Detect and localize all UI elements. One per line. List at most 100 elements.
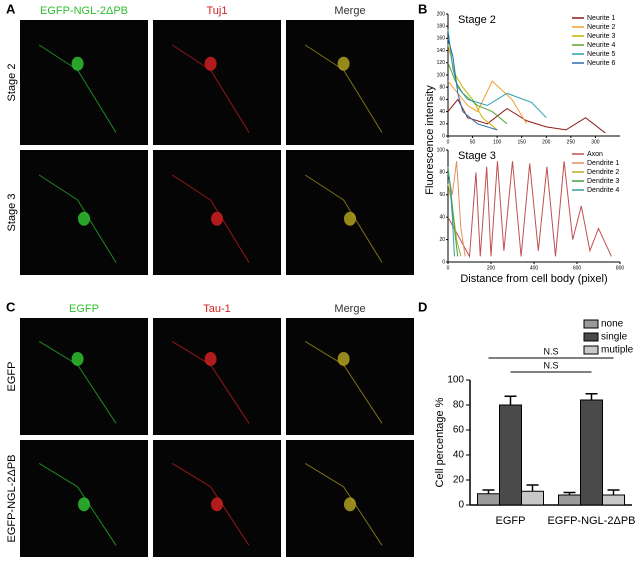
- y-tick-label: 200: [437, 11, 446, 17]
- legend-label: mutiple: [601, 345, 634, 356]
- neurite: [38, 44, 117, 133]
- y-tick-label: 0: [458, 500, 464, 511]
- legend-label: Neurite 6: [587, 60, 616, 67]
- neurite: [171, 174, 250, 263]
- legend-label: Axon: [587, 151, 603, 158]
- neurite: [304, 340, 383, 424]
- legend-label: Neurite 1: [587, 15, 616, 22]
- legend-label: Neurite 4: [587, 42, 616, 49]
- y-tick-label: 100: [437, 72, 446, 78]
- neurite: [304, 44, 383, 133]
- column-header: Merge: [334, 303, 365, 315]
- x-tick-label: 200: [487, 265, 496, 271]
- legend-label: Neurite 3: [587, 33, 616, 40]
- row-label: EGFP: [6, 362, 18, 392]
- panel-label: C: [6, 299, 16, 314]
- bar: [558, 494, 581, 506]
- micrograph: [153, 318, 281, 435]
- y-tick-label: 80: [439, 170, 445, 176]
- x-tick-label: 400: [530, 265, 539, 271]
- row-label: Stage 2: [6, 64, 18, 102]
- y-tick-label: 120: [437, 60, 446, 66]
- neurite: [38, 340, 117, 424]
- line-series: [447, 29, 547, 119]
- annotation: N.S: [543, 346, 558, 356]
- bar: [580, 399, 603, 506]
- error-bar: [585, 393, 598, 400]
- legend-label: Dendrite 3: [587, 178, 619, 185]
- panel-label: B: [418, 1, 427, 16]
- micrograph: [286, 20, 414, 145]
- y-tick-label: 20: [439, 237, 445, 243]
- column-header: EGFP: [69, 303, 99, 315]
- neurite: [38, 462, 117, 546]
- legend-label: Neurite 5: [587, 51, 616, 58]
- x-tick-label: EGFP: [496, 515, 526, 527]
- micrograph: [153, 20, 281, 145]
- y-tick-label: 20: [453, 475, 465, 486]
- x-tick-label: 150: [518, 139, 527, 145]
- cell-body: [337, 56, 350, 71]
- y-tick-label: 100: [447, 375, 464, 386]
- x-tick-label: 300: [591, 139, 600, 145]
- cell-body: [344, 497, 356, 512]
- chart-title: Stage 2: [458, 14, 496, 26]
- error-bar: [504, 395, 517, 405]
- legend-label: single: [601, 332, 628, 343]
- row-label: EGFP-NGL-2ΔPB: [6, 454, 18, 542]
- x-tick-label: 250: [567, 139, 576, 145]
- y-axis-label: Cell percentage %: [434, 397, 446, 487]
- annotation: N.S: [543, 360, 558, 370]
- neurite: [171, 44, 250, 133]
- x-tick-label: EGFP-NGL-2ΔPB: [547, 515, 635, 527]
- neurite: [171, 340, 250, 424]
- cell-body: [71, 56, 84, 71]
- legend-label: Neurite 2: [587, 24, 616, 31]
- micrograph: [286, 318, 414, 435]
- row-label: Stage 3: [6, 194, 18, 232]
- cell-body: [71, 351, 84, 366]
- x-tick-label: 200: [542, 139, 551, 145]
- cell-body: [344, 211, 356, 226]
- column-header: EGFP-NGL-2ΔPB: [40, 5, 128, 17]
- error-bar: [607, 489, 620, 495]
- y-tick-label: 60: [439, 192, 445, 198]
- line-series: [447, 98, 606, 134]
- legend-label: Dendrite 4: [587, 187, 619, 194]
- x-tick-label: 800: [616, 265, 625, 271]
- y-tick-label: 80: [439, 85, 445, 91]
- cell-body: [204, 56, 217, 71]
- legend-label: none: [601, 319, 624, 330]
- y-axis-label: Fluorescence intensity: [424, 85, 436, 195]
- neurite: [304, 174, 383, 263]
- x-tick-label: 600: [573, 265, 582, 271]
- x-tick-label: 100: [493, 139, 502, 145]
- y-tick-label: 40: [439, 215, 445, 221]
- cell-body: [211, 211, 223, 226]
- y-tick-label: 20: [439, 121, 445, 127]
- cell-body: [211, 497, 223, 512]
- cell-body: [337, 351, 350, 366]
- line-series: [447, 161, 612, 259]
- y-tick-label: 40: [439, 109, 445, 115]
- y-tick-label: 0: [442, 133, 445, 139]
- y-tick-label: 180: [437, 24, 446, 30]
- line-series: [447, 38, 498, 131]
- legend-swatch: [583, 332, 599, 342]
- line-series: [447, 161, 466, 257]
- y-tick-label: 100: [437, 147, 446, 153]
- x-tick-label: 0: [447, 139, 450, 145]
- y-tick-label: 140: [437, 48, 446, 54]
- micrograph: [20, 20, 148, 145]
- line-series: [447, 183, 462, 257]
- cell-body: [78, 497, 90, 512]
- error-bar: [526, 484, 539, 492]
- bar: [499, 404, 522, 506]
- neurite: [38, 174, 117, 263]
- legend-label: Dendrite 1: [587, 160, 619, 167]
- legend-swatch: [583, 319, 599, 329]
- column-header: Merge: [334, 5, 365, 17]
- cell-body: [204, 351, 217, 366]
- x-tick-label: 0: [447, 265, 450, 271]
- column-header: Tuj1: [207, 5, 228, 17]
